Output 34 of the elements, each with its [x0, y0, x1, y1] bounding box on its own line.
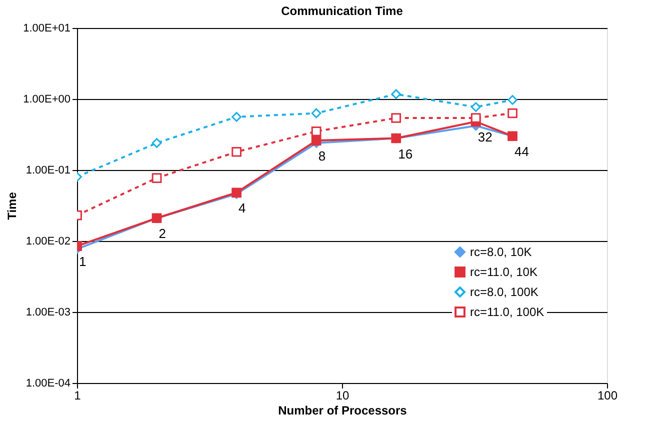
y-tick-label: 1.00E-04: [26, 378, 70, 390]
annotation: 4: [238, 200, 246, 216]
legend-label: rc=8.0, 100K: [470, 285, 538, 299]
annotation: 8: [318, 148, 326, 164]
point: [232, 112, 242, 122]
point: [311, 136, 322, 146]
point: [311, 108, 322, 118]
point: [311, 126, 322, 136]
annotation: 16: [398, 146, 413, 162]
chart-title: Communication Time: [281, 4, 404, 18]
x-tick-label: 100: [597, 388, 618, 402]
point: [152, 138, 162, 148]
point: [152, 173, 162, 183]
point: [391, 113, 402, 123]
y-axis-title: Time: [5, 192, 20, 220]
annotation: 32: [478, 130, 492, 145]
annotation: 1: [79, 254, 86, 270]
y-tick-label: 1.00E-02: [26, 236, 70, 248]
legend-label: rc=8.0, 10K: [470, 245, 532, 259]
annotation: 2: [158, 226, 166, 242]
legend-label: rc=11.0, 100K: [470, 305, 544, 319]
point: [470, 113, 481, 123]
y-tick-label: 1.00E-03: [26, 306, 70, 318]
y-tick-label: 1.00E+00: [23, 94, 70, 106]
point: [232, 146, 242, 157]
x-tick-label: 1: [74, 388, 82, 402]
legend-label: rc=11.0, 10K: [470, 265, 538, 279]
x-axis-title: Number of Processors: [278, 404, 408, 418]
y-tick-label: 1.00E+01: [23, 22, 70, 34]
x-tick-label: 10: [336, 388, 350, 402]
y-tick-label: 1.00E-01: [26, 164, 70, 176]
point: [470, 102, 481, 112]
point: [391, 89, 402, 100]
annotation: 44: [514, 144, 529, 160]
